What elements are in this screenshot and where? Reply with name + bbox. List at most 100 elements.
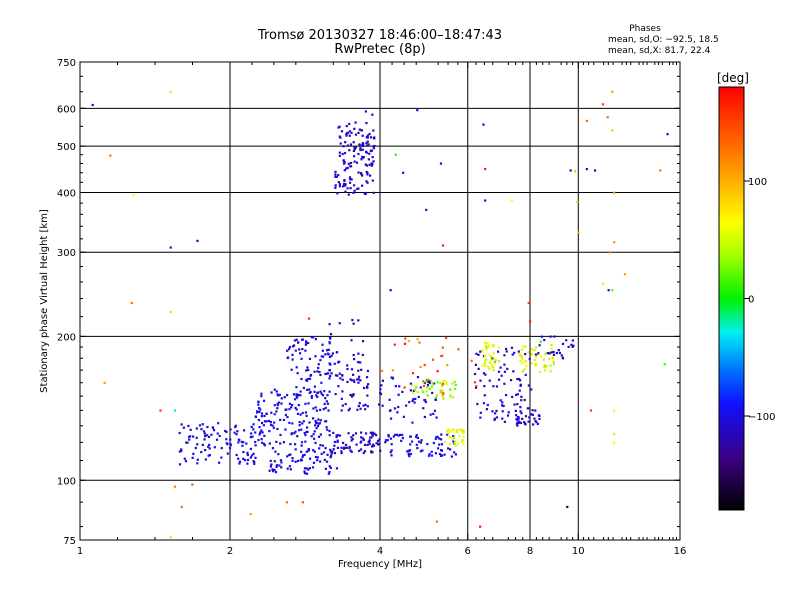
data-point: [430, 450, 433, 453]
data-point: [347, 409, 350, 412]
data-point: [371, 179, 374, 182]
data-point: [441, 385, 444, 388]
data-point: [484, 373, 487, 376]
data-point: [451, 396, 454, 399]
data-point: [293, 432, 296, 435]
data-point: [180, 505, 183, 509]
data-point: [369, 436, 372, 439]
data-point: [325, 349, 329, 352]
data-point: [206, 425, 209, 429]
data-point: [304, 349, 307, 352]
data-point: [357, 369, 360, 372]
data-point: [450, 455, 453, 458]
data-point: [455, 430, 458, 433]
data-point: [191, 456, 194, 459]
data-point: [453, 380, 456, 384]
data-point: [511, 395, 514, 399]
data-point: [350, 439, 353, 442]
data-point: [365, 164, 369, 167]
data-point: [530, 388, 533, 391]
data-point: [306, 377, 309, 381]
data-point: [345, 134, 348, 137]
data-point: [289, 443, 292, 446]
data-point: [413, 401, 416, 404]
data-point: [339, 136, 342, 139]
data-point: [488, 379, 491, 382]
data-point: [453, 387, 457, 390]
data-point: [527, 420, 530, 423]
data-point: [359, 441, 362, 444]
data-point: [348, 122, 351, 126]
data-point: [287, 347, 291, 351]
data-point: [433, 382, 436, 385]
data-point: [361, 155, 364, 158]
data-point: [361, 142, 364, 145]
data-point: [260, 415, 263, 418]
data-point: [415, 443, 418, 446]
data-point: [237, 441, 240, 444]
data-point: [276, 393, 279, 396]
data-point: [431, 382, 434, 385]
data-point: [517, 350, 520, 353]
data-point: [360, 129, 363, 132]
data-point: [291, 456, 294, 460]
data-point: [403, 386, 406, 389]
data-point: [443, 453, 446, 456]
data-point: [571, 345, 574, 348]
data-point: [314, 424, 317, 427]
data-point: [611, 129, 614, 132]
data-point: [490, 363, 494, 367]
data-point: [334, 173, 337, 176]
data-point: [366, 181, 369, 184]
data-point: [307, 317, 311, 320]
data-point: [323, 458, 326, 462]
data-point: [518, 379, 522, 382]
data-point: [333, 362, 336, 365]
data-point: [352, 434, 355, 437]
data-point: [215, 438, 219, 441]
data-point: [298, 348, 301, 351]
data-point: [404, 337, 407, 340]
data-point: [352, 141, 355, 144]
data-point: [257, 400, 260, 403]
data-point: [663, 363, 666, 366]
data-point: [312, 407, 315, 410]
data-point: [314, 441, 317, 445]
data-point: [342, 182, 346, 186]
data-point: [411, 372, 415, 375]
data-point: [452, 428, 455, 431]
data-point: [252, 460, 255, 463]
data-point: [422, 380, 425, 383]
data-point: [242, 429, 246, 432]
data-point: [429, 413, 432, 416]
data-point: [366, 385, 369, 388]
data-point: [548, 357, 551, 361]
data-point: [326, 352, 330, 355]
data-point: [196, 443, 199, 446]
data-point: [332, 431, 335, 435]
data-point: [379, 393, 383, 396]
data-point: [246, 451, 249, 455]
data-point: [307, 448, 311, 451]
data-point: [352, 394, 355, 397]
data-point: [409, 435, 412, 438]
data-point: [441, 394, 444, 397]
data-point: [343, 161, 346, 164]
data-point: [566, 505, 569, 509]
data-point: [349, 161, 353, 165]
data-point: [316, 395, 319, 398]
data-point: [286, 394, 289, 397]
data-point: [437, 447, 440, 450]
data-point: [561, 356, 564, 359]
data-point: [390, 454, 393, 457]
data-point: [387, 435, 390, 438]
data-point: [497, 370, 501, 373]
data-point: [427, 380, 430, 383]
data-point: [428, 453, 431, 456]
data-point: [336, 439, 339, 442]
data-point: [274, 471, 278, 474]
data-point: [345, 124, 348, 128]
data-point: [519, 410, 522, 413]
data-point: [509, 379, 513, 382]
data-point: [384, 439, 388, 442]
